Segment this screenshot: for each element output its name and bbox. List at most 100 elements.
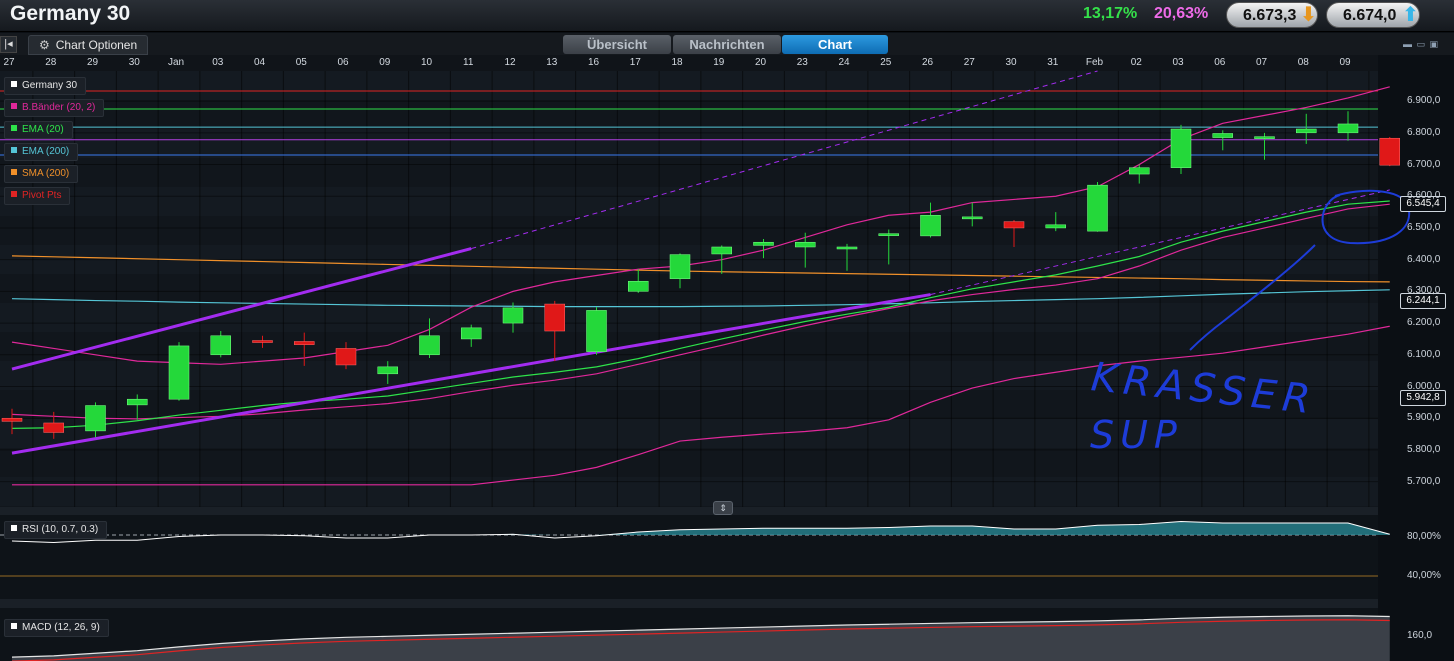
date-label: 12 (504, 57, 516, 68)
price-label: 6.600,0 (1407, 190, 1441, 202)
performance-percent-2: 20,63% (1154, 5, 1209, 22)
trend-line (11, 247, 472, 371)
rsi-panel-title[interactable]: RSI (10, 0.7, 0.3) (4, 521, 108, 539)
macd-panel-title[interactable]: MACD (12, 26, 9) (4, 619, 109, 637)
candle-body (1296, 128, 1317, 134)
up-arrow-icon: ⬆ (1402, 4, 1419, 26)
trend-line (11, 293, 931, 455)
bollinger-upper-line (11, 86, 1390, 365)
date-label: 31 (1047, 57, 1059, 68)
tab-news[interactable]: Nachrichten (673, 35, 781, 54)
date-label: 10 (420, 57, 433, 68)
date-label: 02 (1130, 57, 1142, 68)
price-label: 5.900,0 (1407, 412, 1441, 424)
annotation-circle (1321, 189, 1411, 245)
candle-body (669, 254, 691, 279)
candle-body (962, 216, 983, 220)
date-label: 30 (1005, 57, 1017, 68)
candle-body (1, 417, 23, 422)
candle-body (377, 366, 398, 375)
price-label: 6.800,0 (1407, 126, 1441, 138)
legend-swatch (11, 191, 17, 197)
band-stripe (0, 303, 1378, 332)
price-tag-lower: 5.942,8 (1400, 390, 1446, 406)
date-label: 07 (1255, 57, 1268, 68)
price-tag-ema200: 6.244,1 (1400, 293, 1446, 309)
price-label: 6.200,0 (1407, 317, 1441, 329)
candle-body (1254, 136, 1275, 139)
date-label: 09 (379, 57, 391, 68)
macd-histogram-area (12, 615, 1390, 661)
band-stripe (0, 187, 1378, 216)
back-arrow-icon[interactable]: |◂ (0, 36, 17, 53)
candle-body (419, 335, 440, 356)
price-label: 6.000,0 (1407, 380, 1441, 392)
legend-ema20[interactable]: EMA (20) (4, 121, 73, 139)
candle-body (628, 280, 649, 292)
legend-label: Germany 30 (22, 80, 78, 91)
legend-sma200[interactable]: SMA (200) (4, 165, 79, 183)
macd-title: MACD (12, 26, 9) (22, 622, 100, 633)
tab-overview[interactable]: Übersicht (563, 35, 671, 54)
sma200-line (11, 255, 1390, 283)
macd-swatch (11, 623, 17, 629)
chart-options-button[interactable]: ⚙ Chart Optionen (28, 35, 149, 55)
candle-body (1087, 184, 1108, 232)
legend-germany30[interactable]: Germany 30 (4, 77, 87, 95)
legend-bollinger[interactable]: B.Bänder (20, 2) (4, 99, 105, 117)
candle-body (335, 348, 357, 366)
buy-price: 6.674,0 (1343, 7, 1397, 24)
date-label: 13 (546, 57, 558, 68)
candle-body (753, 241, 774, 246)
macd-signal-line (11, 619, 1390, 661)
trend-line (930, 189, 1390, 296)
date-label: 23 (796, 57, 808, 68)
date-label: 17 (629, 57, 641, 68)
candle-body (1379, 137, 1400, 166)
sell-price: 6.673,3 (1243, 7, 1297, 24)
down-arrow-icon: ⬇ (1300, 4, 1317, 26)
date-label: Feb (1085, 57, 1104, 68)
date-label: 06 (1214, 57, 1226, 68)
candle-body (1337, 123, 1359, 134)
buy-price-button[interactable]: 6.674,0 (1326, 2, 1420, 28)
date-label: 27 (963, 57, 975, 68)
rsi-label-40: 40,00% (1407, 570, 1441, 581)
window-controls-icon[interactable]: ▬ ▭ ▣ (1403, 39, 1440, 49)
date-label: 03 (1172, 57, 1184, 68)
price-label: 6.100,0 (1407, 348, 1441, 360)
legend-label: B.Bänder (20, 2) (22, 102, 96, 113)
date-label: 27 (3, 57, 15, 68)
ema200-line (11, 289, 1390, 308)
legend-pivot[interactable]: Pivot Pts (4, 187, 71, 205)
legend-label: EMA (20) (22, 124, 64, 135)
price-label: 5.700,0 (1407, 475, 1441, 487)
tab-chart[interactable]: Chart (782, 35, 888, 54)
date-label: 16 (587, 57, 600, 68)
date-label: 06 (337, 57, 349, 68)
candle-body (85, 405, 106, 432)
date-axis: 27 28 29 30 Jan 03 04 05 06 09 10 11 12 13 16 17 18 19 20 2… (0, 55, 1378, 71)
sell-price-button[interactable]: 6.673,3 (1226, 2, 1318, 28)
candle-body (168, 345, 190, 400)
chart-options-label: Chart Optionen (55, 38, 138, 52)
price-label: 6.500,0 (1407, 221, 1441, 233)
panel-divider (0, 599, 1454, 608)
legend-ema200[interactable]: EMA (200) (4, 143, 79, 161)
title-bar: Germany 30 13,17% 20,63% 6.673,3 ⬇ 6.674… (0, 0, 1454, 32)
rsi-label-80: 80,00% (1407, 531, 1441, 542)
date-label: 28 (45, 57, 57, 68)
date-label: 25 (880, 57, 892, 68)
date-label: 20 (754, 57, 767, 68)
rsi-title: RSI (10, 0.7, 0.3) (22, 524, 99, 535)
date-label: 05 (295, 57, 307, 68)
annotation-arrow (1189, 244, 1316, 351)
date-label: 08 (1297, 57, 1309, 68)
panel-resize-handle[interactable]: ⇕ (713, 501, 733, 515)
rsi-swatch (11, 525, 17, 531)
candle-body (1045, 224, 1066, 229)
legend-swatch (11, 147, 17, 153)
candle-body (1212, 133, 1233, 138)
candle-body (461, 327, 482, 340)
